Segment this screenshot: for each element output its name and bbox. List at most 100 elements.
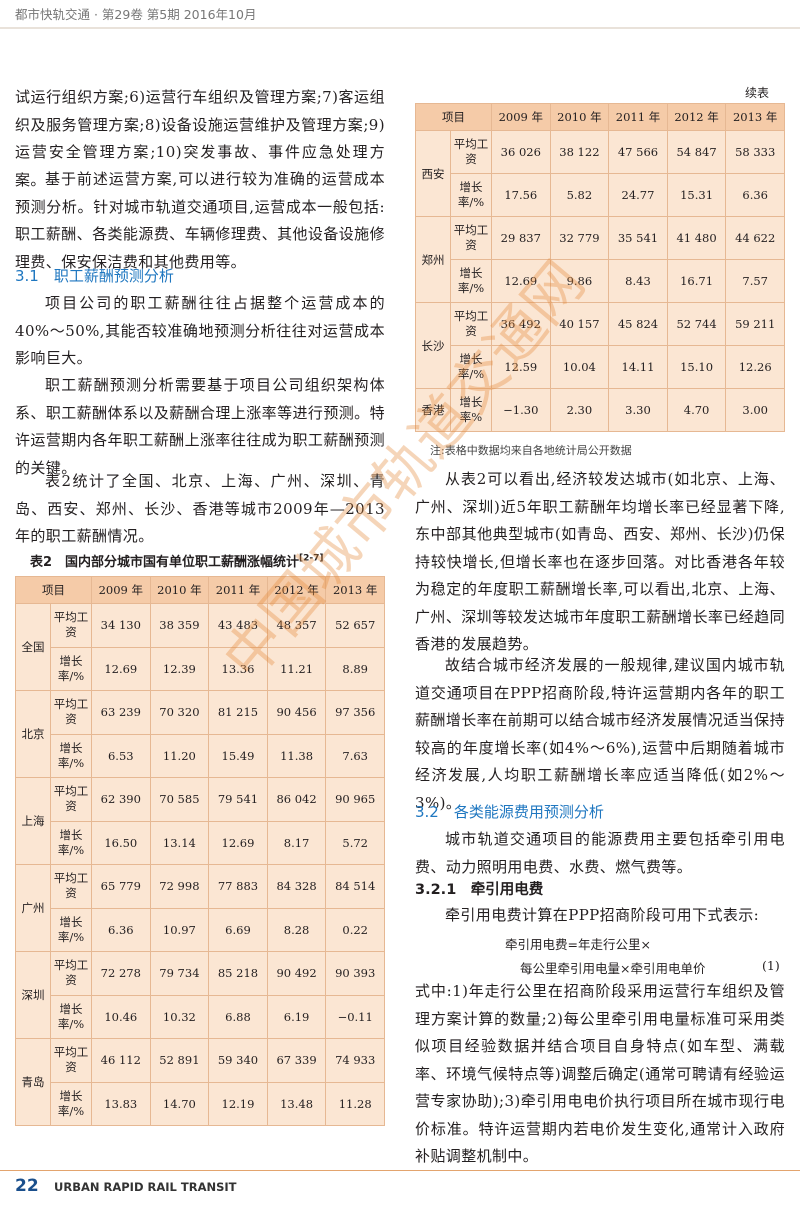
value-cell: 13.48	[266, 1081, 327, 1126]
column-header: 2010 年	[549, 103, 610, 131]
value-cell: 34 130	[91, 603, 151, 648]
value-cell: 84 328	[266, 864, 327, 909]
value-cell: −1.30	[491, 388, 551, 432]
item-cell: 增长率/%	[50, 1081, 92, 1126]
value-cell: 63 239	[91, 690, 151, 735]
city-cell: 青岛	[15, 1038, 51, 1126]
value-cell: 15.31	[666, 173, 727, 217]
value-cell: 85 218	[208, 951, 268, 996]
value-cell: 14.11	[608, 345, 668, 389]
value-cell: 2.30	[549, 388, 610, 432]
item-cell: 平均工资	[450, 130, 492, 174]
item-cell: 增长率/%	[450, 173, 492, 217]
section-heading: 3.1 职工薪酬预测分析	[15, 267, 174, 285]
value-cell: 16.71	[666, 259, 727, 303]
value-cell: 13.14	[149, 820, 210, 865]
value-cell: 5.72	[325, 820, 385, 865]
value-cell: 12.26	[725, 345, 785, 389]
value-cell: 12.39	[149, 646, 210, 691]
value-cell: 72 998	[149, 864, 210, 909]
city-cell: 深圳	[15, 951, 51, 1039]
value-cell: 0.22	[325, 907, 385, 952]
city-cell: 郑州	[415, 216, 451, 303]
data-row: 增长率/% 6.53 11.20 15.49 11.38 7.63	[16, 733, 385, 778]
city-cell: 长沙	[415, 302, 451, 389]
data-row: 深圳 平均工资 72 278 79 734 85 218 90 492 90 393	[15, 951, 385, 1039]
item-cell: 增长率/%	[50, 733, 92, 778]
journal-footer: URBAN RAPID RAIL TRANSIT	[54, 1180, 237, 1194]
page-number: 22	[15, 1176, 39, 1196]
data-row: 增长率/% 12.69 12.39 13.36 11.21 8.89	[16, 646, 385, 691]
data-row: 长沙 平均工资 36 492 40 157 45 824 52 744 59 211	[415, 302, 785, 389]
value-cell: 17.56	[491, 173, 551, 217]
continued-label: 续表	[745, 86, 770, 100]
data-row: 增长率/% 6.36 10.97 6.69 8.28 0.22	[16, 907, 385, 952]
value-cell: 59 211	[725, 302, 785, 346]
value-cell: 6.36	[725, 173, 785, 217]
city-cell: 上海	[15, 777, 51, 865]
value-cell: 3.30	[608, 388, 668, 432]
value-cell: 16.50	[91, 820, 151, 865]
data-row: 全国 平均工资 34 130 38 359 43 483 48 357 52 657	[15, 603, 385, 691]
column-header: 项目	[415, 103, 492, 131]
value-cell: 6.69	[208, 907, 268, 952]
value-cell: 41 480	[666, 216, 727, 260]
value-cell: 8.28	[266, 907, 327, 952]
value-cell: 79 734	[149, 951, 210, 996]
data-row: 郑州 平均工资 29 837 32 779 35 541 41 480 44 622	[415, 216, 785, 303]
header-rule	[0, 27, 800, 29]
value-cell: 35 541	[608, 216, 668, 260]
city-cell: 全国	[15, 603, 51, 691]
value-cell: 8.89	[325, 646, 385, 691]
value-cell: 11.20	[149, 733, 210, 778]
value-cell: 52 744	[666, 302, 727, 346]
value-cell: 24.77	[608, 173, 668, 217]
item-cell: 平均工资	[50, 690, 92, 735]
value-cell: 7.57	[725, 259, 785, 303]
value-cell: 45 824	[608, 302, 668, 346]
value-cell: 6.88	[208, 994, 268, 1039]
data-row: 增长率/% 13.83 14.70 12.19 13.48 11.28	[16, 1081, 385, 1126]
value-cell: 79 541	[208, 777, 268, 822]
value-cell: −0.11	[325, 994, 385, 1039]
value-cell: 59 340	[208, 1038, 268, 1083]
data-row: 北京 平均工资 63 239 70 320 81 215 90 456 97 356	[15, 690, 385, 778]
value-cell: 90 492	[266, 951, 327, 996]
column-header: 2009 年	[491, 103, 551, 131]
data-row: 上海 平均工资 62 390 70 585 79 541 86 042 90 965	[15, 777, 385, 865]
value-cell: 12.59	[491, 345, 551, 389]
value-cell: 40 157	[549, 302, 610, 346]
table-title: 表2 国内部分城市国有单位职工薪酬涨幅统计[2-7]	[30, 551, 324, 570]
value-cell: 5.82	[549, 173, 610, 217]
value-cell: 97 356	[325, 690, 385, 735]
value-cell: 11.38	[266, 733, 327, 778]
value-cell: 15.49	[208, 733, 268, 778]
item-cell: 增长率/%	[50, 994, 92, 1039]
data-table: 项目 2009 年 2010 年 2011 年 2012 年 2013 年西安 平均工资 36…	[415, 103, 785, 432]
value-cell: 4.70	[666, 388, 727, 432]
value-cell: 86 042	[266, 777, 327, 822]
formula: 牵引用电费=年走行公里×	[505, 937, 651, 952]
table-title-text: 表2 国内部分城市国有单位职工薪酬涨幅统计	[30, 555, 300, 570]
value-cell: 10.32	[149, 994, 210, 1039]
value-cell: 6.53	[91, 733, 151, 778]
paragraph: 项目公司的职工薪酬往往占据整个运营成本的40%～50%,其能否较准确地预测分析往…	[15, 294, 385, 367]
value-cell: 10.97	[149, 907, 210, 952]
value-cell: 47 566	[608, 130, 668, 174]
column-header: 2011 年	[208, 576, 268, 604]
value-cell: 70 585	[149, 777, 210, 822]
section-heading: 3.2 各类能源费用预测分析	[415, 803, 604, 821]
item-cell: 平均工资	[50, 1038, 92, 1083]
table-wrap: 项目 2009 年 2010 年 2011 年 2012 年 2013 年全国 平均工资 34…	[15, 576, 385, 1126]
value-cell: 43 483	[208, 603, 268, 648]
value-cell: 58 333	[725, 130, 785, 174]
value-cell: 38 122	[549, 130, 610, 174]
column-header: 2011 年	[608, 103, 668, 131]
value-cell: 38 359	[149, 603, 210, 648]
column-header: 项目	[15, 576, 92, 604]
value-cell: 62 390	[91, 777, 151, 822]
value-cell: 15.10	[666, 345, 727, 389]
column-header: 2012 年	[666, 103, 727, 131]
citation: [2-7]	[299, 553, 324, 564]
